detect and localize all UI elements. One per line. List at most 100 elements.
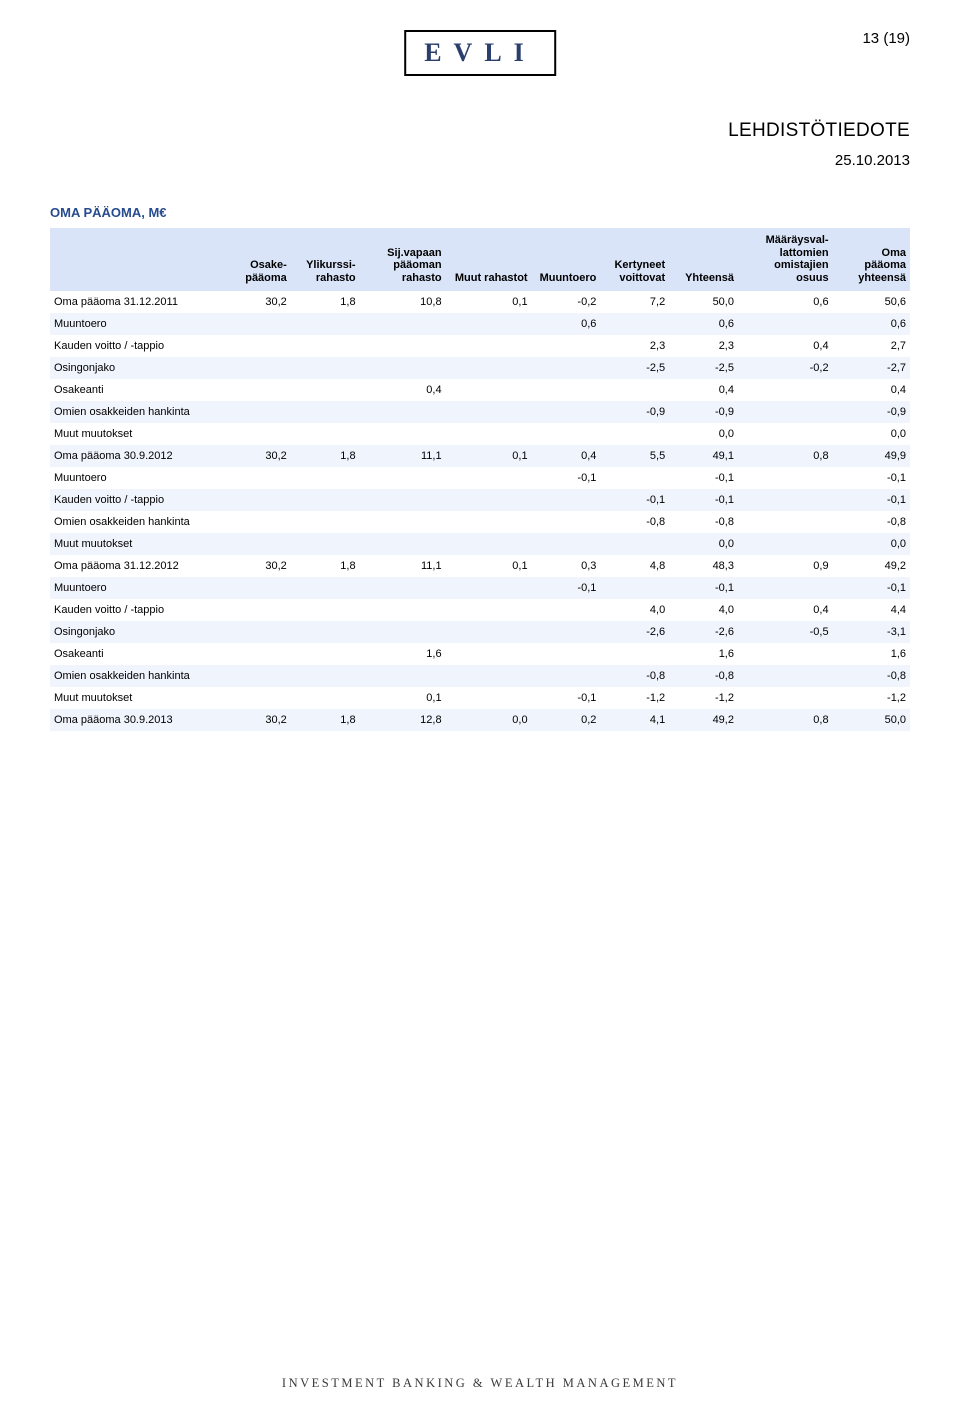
cell-muuntoero [532,599,601,621]
cell-kertyneet [600,467,669,489]
col-header-kertyneet: Kertyneetvoittovat [600,228,669,291]
cell-muut_rah [446,599,532,621]
table-row: Osingonjako-2,5-2,5-0,2-2,7 [50,357,910,379]
cell-muuntoero [532,379,601,401]
cell-osake [222,511,291,533]
cell-muut_rah [446,313,532,335]
cell-oma_yht: 4,4 [833,599,910,621]
cell-yhteensa: -0,8 [669,665,738,687]
cell-yhteensa: 4,0 [669,599,738,621]
cell-maaray: 0,4 [738,599,833,621]
cell-sij [360,401,446,423]
cell-muut_rah: 0,1 [446,291,532,313]
cell-oma_yht: -3,1 [833,621,910,643]
cell-yhteensa: -0,1 [669,577,738,599]
cell-muut_rah: 0,1 [446,555,532,577]
cell-ylikurssi [291,335,360,357]
cell-yhteensa: -2,5 [669,357,738,379]
cell-oma_yht: -0,8 [833,511,910,533]
cell-sij: 12,8 [360,709,446,731]
page-container: 13 (19) EVLI LEHDISTÖTIEDOTE 25.10.2013 … [0,0,960,1421]
cell-sij: 11,1 [360,555,446,577]
cell-muuntoero [532,665,601,687]
table-row: Muut muutokset0,1-0,1-1,2-1,2-1,2 [50,687,910,709]
cell-oma_yht: -0,1 [833,489,910,511]
cell-label: Muut muutokset [50,423,222,445]
cell-yhteensa: -0,1 [669,467,738,489]
cell-sij [360,665,446,687]
cell-oma_yht: 0,0 [833,533,910,555]
cell-osake [222,533,291,555]
cell-oma_yht: 50,0 [833,709,910,731]
table-header-row: Osake-pääomaYlikurssi-rahastoSij.vapaanp… [50,228,910,291]
cell-oma_yht: 0,4 [833,379,910,401]
cell-kertyneet: -0,9 [600,401,669,423]
col-header-ylikurssi: Ylikurssi-rahasto [291,228,360,291]
cell-ylikurssi: 1,8 [291,709,360,731]
cell-kertyneet: -0,8 [600,665,669,687]
cell-ylikurssi: 1,8 [291,291,360,313]
cell-muut_rah [446,467,532,489]
cell-ylikurssi [291,599,360,621]
cell-maaray [738,665,833,687]
cell-oma_yht: -0,9 [833,401,910,423]
cell-osake [222,621,291,643]
cell-ylikurssi: 1,8 [291,555,360,577]
cell-muuntoero [532,489,601,511]
cell-label: Muuntoero [50,313,222,335]
cell-maaray [738,379,833,401]
cell-osake: 30,2 [222,291,291,313]
cell-label: Oma pääoma 30.9.2013 [50,709,222,731]
cell-maaray: 0,6 [738,291,833,313]
cell-ylikurssi [291,577,360,599]
cell-oma_yht: 0,6 [833,313,910,335]
cell-kertyneet: -2,5 [600,357,669,379]
table-row: Osakeanti1,61,61,6 [50,643,910,665]
cell-muuntoero [532,643,601,665]
cell-label: Muut muutokset [50,533,222,555]
cell-kertyneet: 2,3 [600,335,669,357]
cell-ylikurssi [291,423,360,445]
cell-muuntoero: 0,6 [532,313,601,335]
cell-label: Omien osakkeiden hankinta [50,511,222,533]
cell-osake: 30,2 [222,555,291,577]
cell-label: Oma pääoma 31.12.2011 [50,291,222,313]
cell-oma_yht: 0,0 [833,423,910,445]
cell-ylikurssi [291,511,360,533]
cell-ylikurssi [291,621,360,643]
cell-kertyneet [600,379,669,401]
cell-maaray [738,643,833,665]
cell-ylikurssi [291,467,360,489]
table-row: Kauden voitto / -tappio2,32,30,42,7 [50,335,910,357]
cell-yhteensa: 0,0 [669,423,738,445]
cell-label: Osakeanti [50,643,222,665]
cell-kertyneet [600,533,669,555]
cell-muuntoero [532,423,601,445]
table-row: Muuntoero-0,1-0,1-0,1 [50,577,910,599]
cell-sij: 0,1 [360,687,446,709]
header-block: LEHDISTÖTIEDOTE 25.10.2013 [728,120,910,169]
cell-muuntoero [532,621,601,643]
cell-osake [222,687,291,709]
cell-maaray: 0,8 [738,709,833,731]
table-row: Omien osakkeiden hankinta-0,8-0,8-0,8 [50,665,910,687]
cell-osake [222,357,291,379]
evli-logo: EVLI [404,30,556,76]
cell-ylikurssi [291,489,360,511]
table-row: Muuntoero0,60,60,6 [50,313,910,335]
table-row: Muut muutokset 0,0 0,0 [50,423,910,445]
cell-kertyneet [600,577,669,599]
cell-kertyneet: 5,5 [600,445,669,467]
cell-sij [360,423,446,445]
cell-ylikurssi [291,665,360,687]
cell-yhteensa: 50,0 [669,291,738,313]
cell-maaray [738,467,833,489]
cell-yhteensa: -1,2 [669,687,738,709]
cell-osake [222,401,291,423]
cell-maaray: 0,4 [738,335,833,357]
cell-oma_yht: 50,6 [833,291,910,313]
cell-osake [222,335,291,357]
cell-kertyneet [600,313,669,335]
cell-label: Muuntoero [50,577,222,599]
cell-label: Oma pääoma 31.12.2012 [50,555,222,577]
